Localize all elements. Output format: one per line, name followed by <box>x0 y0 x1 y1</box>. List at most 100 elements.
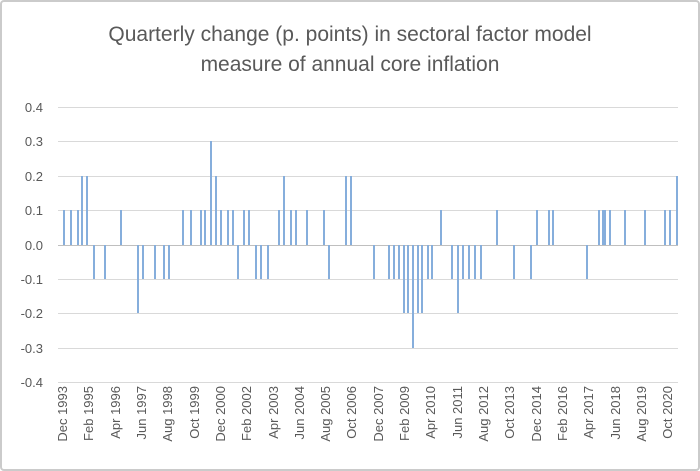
x-axis-tick-label: Apr 2010 <box>423 386 439 439</box>
bar <box>283 175 286 245</box>
gridline <box>58 278 678 280</box>
bar <box>644 210 647 245</box>
gridline <box>58 107 678 108</box>
bar <box>457 244 460 314</box>
x-axis-tick-label: Apr 2003 <box>265 386 281 439</box>
bar <box>120 210 123 245</box>
chart-title: Quarterly change (p. points) in sectoral… <box>108 23 592 76</box>
bar <box>214 175 217 245</box>
bar <box>547 210 550 245</box>
bar <box>85 175 88 245</box>
bar <box>76 210 79 245</box>
bar <box>322 210 325 245</box>
bar <box>536 210 539 245</box>
x-axis-tick-label: Feb 2002 <box>239 386 255 441</box>
bar <box>305 210 308 245</box>
bar <box>416 244 419 314</box>
x-axis-tick-label: Dec 1993 <box>54 386 70 442</box>
gridline <box>58 210 678 212</box>
x-axis-tick-label: Dec 2007 <box>370 386 386 442</box>
bar <box>402 244 405 314</box>
bar <box>137 244 140 314</box>
y-axis-tick-label: -0.1 <box>20 271 43 287</box>
bar <box>103 244 106 279</box>
bar <box>277 210 280 245</box>
bar <box>387 244 390 279</box>
bar <box>479 244 482 279</box>
x-axis-tick-label: Jun 1997 <box>133 386 149 440</box>
bar <box>62 210 65 245</box>
bar <box>237 244 240 279</box>
bar <box>70 210 73 245</box>
bar <box>328 244 331 279</box>
bar <box>669 210 671 245</box>
bar <box>267 244 270 279</box>
x-axis-tick-label: Jun 2018 <box>607 386 623 440</box>
bar <box>397 244 400 279</box>
bar <box>530 244 533 279</box>
bar <box>227 210 230 245</box>
x-axis-tick-label: Jun 2011 <box>449 386 465 439</box>
bar <box>92 244 95 279</box>
gridline <box>58 175 678 177</box>
bar <box>406 244 409 314</box>
bar <box>512 244 515 279</box>
bar <box>601 210 604 245</box>
bar <box>248 210 251 245</box>
x-axis-tick-label: Aug 2005 <box>318 386 334 442</box>
bar <box>167 244 170 279</box>
bar <box>597 210 600 245</box>
x-axis-tick-label: Aug 1998 <box>160 386 176 442</box>
y-axis-tick-label: 0.4 <box>24 100 43 115</box>
y-axis-tick-label: -0.3 <box>20 340 43 356</box>
plot-area <box>58 107 678 383</box>
bar <box>142 244 145 279</box>
bar <box>467 244 470 279</box>
bar <box>473 244 476 279</box>
y-axis: 0.4 0.3 0.2 0.1 0.0 -0.1 -0.2 -0.3 -0.4 <box>2 101 46 389</box>
x-axis-tick-label: Feb 2009 <box>397 386 413 441</box>
y-axis-tick-label: 0.3 <box>24 134 43 150</box>
x-axis-tick-label: Apr 1996 <box>107 386 123 439</box>
y-axis-tick-label: 0.0 <box>24 237 43 253</box>
bar <box>585 244 588 279</box>
bar <box>231 210 234 245</box>
y-axis-tick-label: 0.2 <box>24 168 43 184</box>
bar <box>199 210 202 245</box>
y-axis-tick-label: 0.1 <box>24 203 43 219</box>
bar <box>162 244 165 279</box>
bar <box>426 244 429 279</box>
x-axis-tick-label: Oct 2020 <box>660 386 676 439</box>
bar <box>461 244 464 279</box>
y-axis-tick-label: -0.2 <box>20 306 43 322</box>
x-axis-tick-label: Oct 2006 <box>344 386 360 439</box>
gridline <box>58 347 678 349</box>
x-axis-tick-label: Oct 1999 <box>186 386 202 439</box>
gridline <box>58 141 678 143</box>
bar <box>392 244 395 279</box>
bar <box>345 175 348 245</box>
bar <box>209 141 212 245</box>
bar <box>431 244 434 279</box>
zero-line <box>58 244 678 246</box>
bar <box>609 210 612 245</box>
x-axis-tick-label: Apr 2017 <box>581 386 597 439</box>
bar <box>153 244 156 279</box>
bar <box>220 210 223 245</box>
x-axis-tick-label: Jun 2004 <box>291 386 307 440</box>
x-axis-tick-label: Dec 2014 <box>528 386 544 442</box>
bar <box>203 210 206 245</box>
bar <box>295 210 298 245</box>
x-axis-tick-label: Feb 2016 <box>554 386 570 441</box>
bar <box>350 175 353 245</box>
bar <box>81 175 84 245</box>
y-axis-tick-label: -0.4 <box>20 375 43 390</box>
bar <box>552 210 555 245</box>
bar <box>411 244 414 348</box>
bar <box>260 244 263 279</box>
gridline <box>58 382 678 383</box>
x-axis-tick-label: Dec 2000 <box>212 386 228 442</box>
bar <box>624 210 627 245</box>
bar <box>495 210 498 245</box>
bar <box>242 210 245 245</box>
